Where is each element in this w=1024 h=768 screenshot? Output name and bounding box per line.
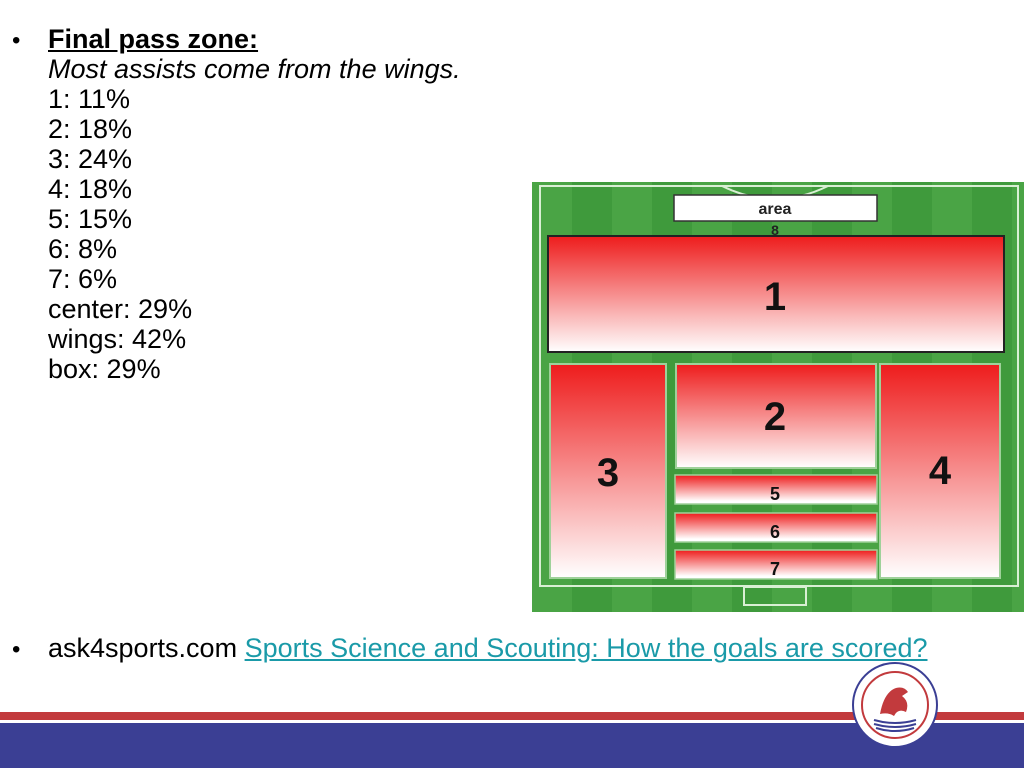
- stat-line: 5: 15%: [48, 204, 133, 234]
- stat-line: 3: 24%: [48, 144, 133, 174]
- zone-6: [674, 512, 878, 543]
- area-number: 8: [771, 222, 779, 238]
- zone-5-label: 5: [770, 484, 780, 504]
- zone-7-label: 7: [770, 559, 780, 579]
- zone-7: [674, 549, 878, 580]
- zone-1: [547, 235, 1005, 353]
- footer-red-stripe: [0, 712, 1024, 720]
- stat-line: center: 29%: [48, 294, 193, 324]
- stat-line: 2: 18%: [48, 114, 133, 144]
- university-seal-logo: [852, 662, 938, 748]
- bullet-marker: •: [12, 636, 21, 663]
- stat-line: wings: 42%: [48, 324, 187, 354]
- area-label: area: [759, 201, 792, 218]
- final-pass-zone-block: Final pass zone: Most assists come from …: [48, 24, 461, 384]
- zone-2-label: 2: [764, 395, 786, 439]
- zone-3: [549, 363, 667, 579]
- slide-heading: Final pass zone:: [48, 24, 259, 54]
- stat-line: 6: 8%: [48, 234, 118, 264]
- area-label-box: [673, 194, 878, 222]
- zone-3-label: 3: [597, 451, 619, 495]
- stat-line: 1: 11%: [48, 84, 131, 114]
- source-site: ask4sports.com: [48, 633, 238, 663]
- source-line: ask4sports.com Sports Science and Scouti…: [48, 633, 968, 663]
- zone-4-label: 4: [929, 449, 952, 493]
- pitch-diagram: area 8 1 3 2 4 5 6 7: [532, 182, 1024, 612]
- zone-4: [879, 363, 1001, 579]
- footer-band: [0, 723, 1024, 768]
- stat-line: box: 29%: [48, 354, 161, 384]
- stat-line: 4: 18%: [48, 174, 133, 204]
- zone-6-label: 6: [770, 522, 780, 542]
- zone-5: [674, 474, 878, 505]
- zone-1-label: 1: [764, 275, 786, 319]
- source-link[interactable]: Sports Science and Scouting: How the goa…: [244, 633, 928, 663]
- zone-2: [675, 363, 877, 469]
- bullet-marker: •: [12, 27, 21, 54]
- slide-subheading: Most assists come from the wings.: [48, 54, 461, 84]
- stat-line: 7: 6%: [48, 264, 118, 294]
